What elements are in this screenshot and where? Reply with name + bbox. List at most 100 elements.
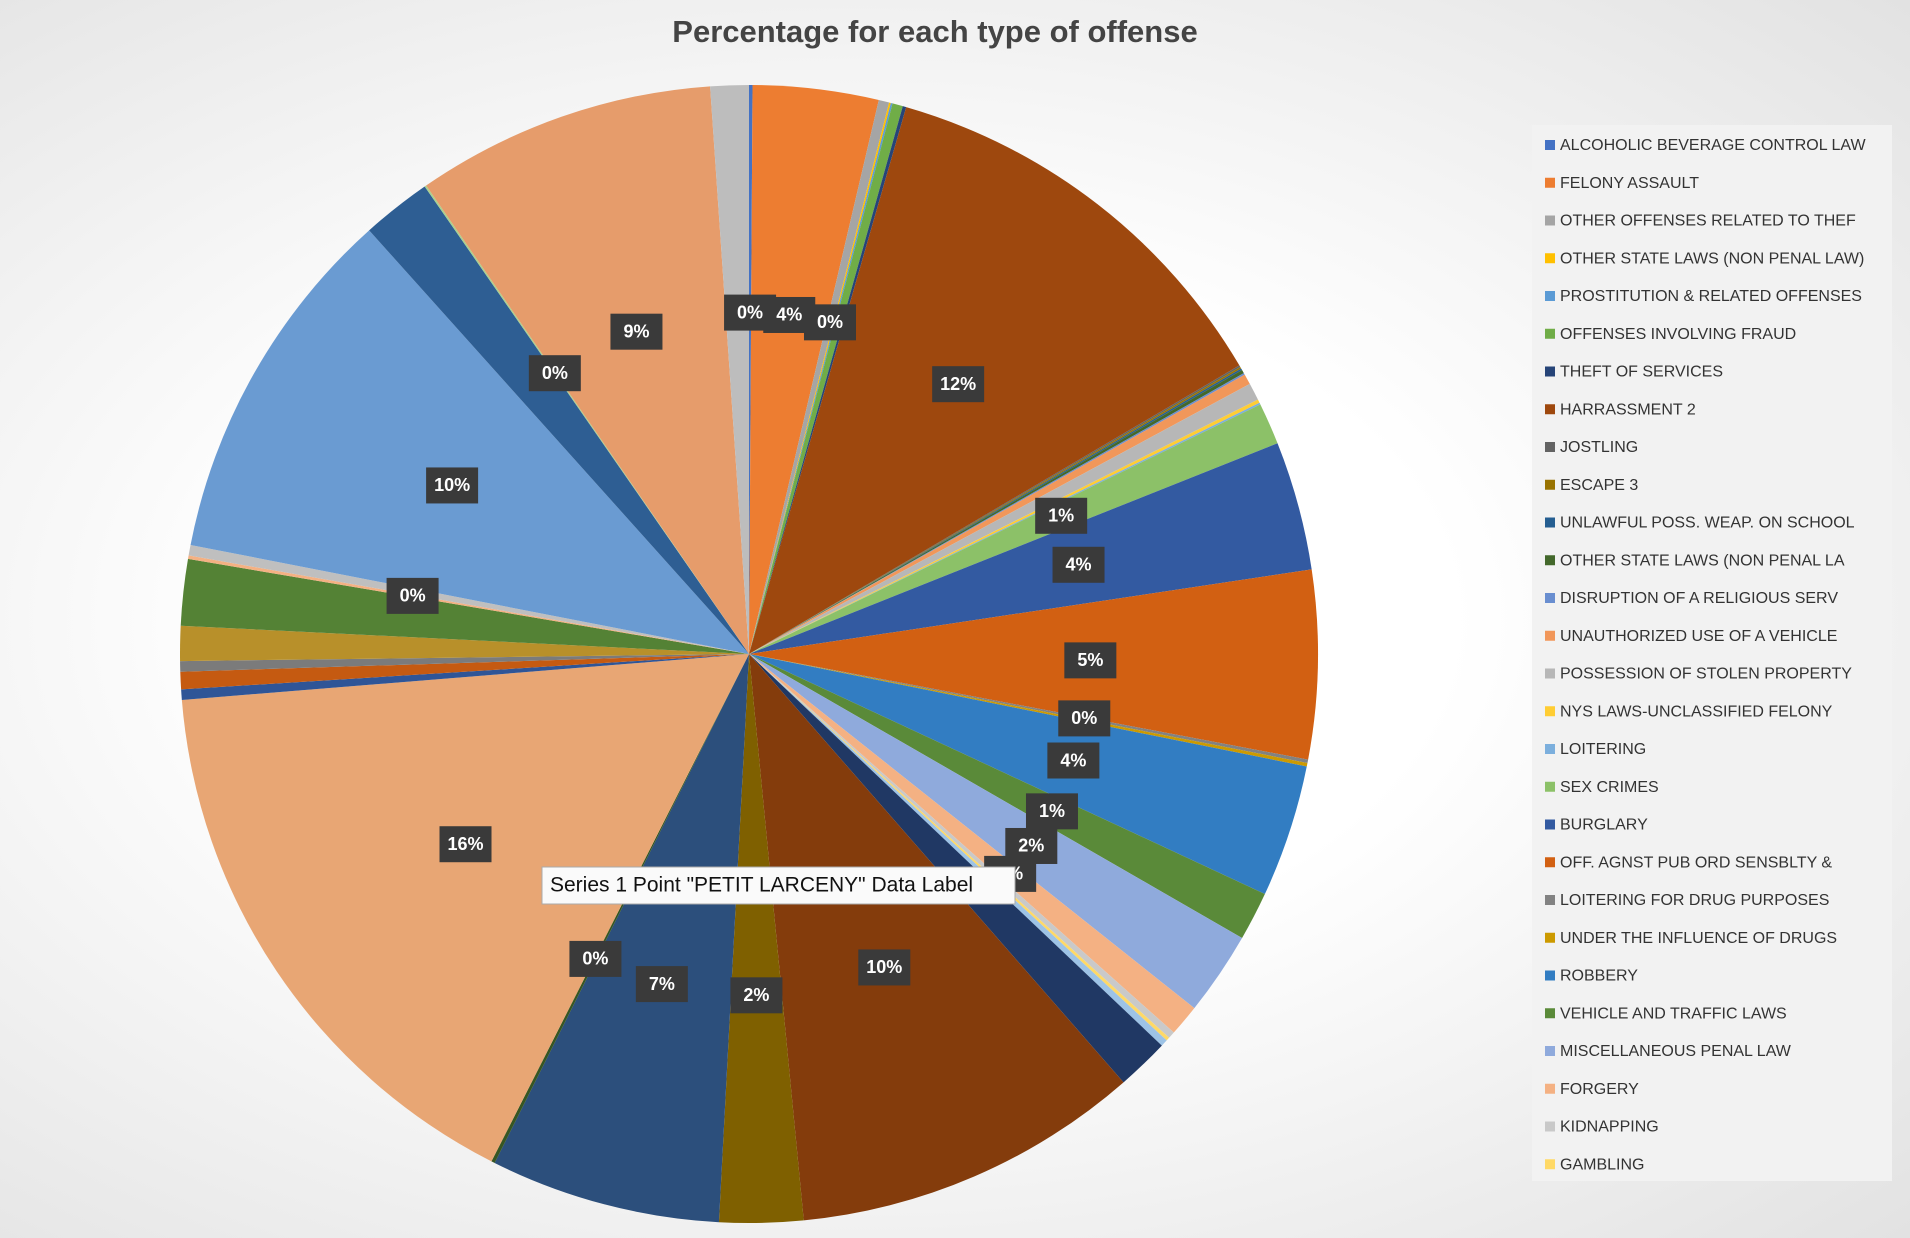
- legend-swatch: [1545, 177, 1555, 188]
- legend-label: OTHER STATE LAWS (NON PENAL LA: [1560, 552, 1845, 569]
- legend-swatch: [1545, 442, 1555, 452]
- pie-slice: [749, 654, 1170, 1041]
- legend-swatch: [1545, 253, 1555, 264]
- legend-label: UNAUTHORIZED USE OF A VEHICLE: [1560, 628, 1837, 645]
- data-label: 0%: [582, 949, 608, 969]
- pie-slice: [749, 102, 893, 655]
- pie-slice: [749, 654, 1167, 1046]
- pie-slice: [749, 368, 1243, 654]
- pie-slice: [749, 106, 907, 655]
- legend-label: FORGERY: [1560, 1081, 1639, 1098]
- legend-swatch: [1545, 781, 1555, 792]
- legend-swatch: [1545, 366, 1555, 377]
- pie-slice: [718, 654, 804, 1223]
- legend-label: UNDER THE INFLUENCE OF DRUGS: [1560, 930, 1837, 947]
- data-label-box: [1064, 642, 1117, 679]
- pie-slice: [749, 654, 1174, 1038]
- pie-slice: [749, 374, 1250, 654]
- data-label-box: [1058, 700, 1111, 737]
- pie-slice: [180, 654, 749, 672]
- pie-slice: [749, 654, 1265, 938]
- legend-swatch: [1545, 479, 1555, 490]
- legend-swatch: [1545, 932, 1555, 943]
- data-label: 10%: [866, 957, 902, 977]
- legend-swatch: [1545, 1083, 1555, 1094]
- pie-slice: [749, 102, 891, 655]
- legend-label: ESCAPE 3: [1560, 477, 1638, 494]
- data-label-box: [858, 949, 911, 986]
- data-label: 4%: [1066, 555, 1092, 575]
- pie-slice: [749, 107, 1240, 654]
- data-label-box: [635, 966, 688, 1003]
- data-label-box: [803, 304, 856, 341]
- legend-swatch: [1545, 630, 1555, 641]
- legend-swatch: [1545, 895, 1555, 905]
- legend-label: HARRASSMENT 2: [1560, 401, 1696, 418]
- data-label-box: [1035, 497, 1088, 534]
- pie-slice: [749, 654, 1307, 895]
- data-label: 9%: [623, 321, 649, 341]
- legend-swatch: [1545, 555, 1555, 566]
- pie-slice: [749, 404, 1278, 654]
- pie-slice: [749, 85, 753, 654]
- data-label: 0%: [737, 302, 763, 322]
- pie-slice: [426, 86, 749, 654]
- legend-label: BURGLARY: [1560, 817, 1648, 834]
- pie-slice: [188, 544, 749, 654]
- legend-swatch: [1545, 517, 1555, 528]
- tooltip-text: Series 1 Point "PETIT LARCENY" Data Labe…: [550, 874, 973, 897]
- data-label-box: [439, 826, 492, 863]
- pie-slice: [749, 365, 1241, 654]
- legend-swatch: [1545, 1046, 1555, 1056]
- data-label: 2%: [1018, 836, 1044, 856]
- pie-slice: [190, 230, 749, 654]
- data-label-box: [386, 577, 439, 614]
- legend-swatch: [1545, 593, 1555, 603]
- pie-slice: [749, 370, 1244, 654]
- legend-swatch: [1545, 970, 1555, 981]
- pie-slice: [749, 366, 1242, 654]
- data-label: 0%: [400, 586, 426, 606]
- pie-slice: [749, 85, 879, 655]
- pie-slice: [181, 654, 749, 700]
- legend-label: ALCOHOLIC BEVERAGE CONTROL LAW: [1560, 137, 1866, 154]
- pie-slice: [188, 555, 749, 654]
- pie-slice: [749, 654, 1308, 767]
- data-label-box: [730, 977, 783, 1014]
- data-label: 5%: [1077, 650, 1103, 670]
- data-label: 16%: [447, 834, 483, 854]
- pie-slice: [749, 569, 1318, 760]
- pie-slice: [749, 103, 903, 654]
- legend-label: OTHER STATE LAWS (NON PENAL LAW): [1560, 250, 1864, 267]
- legend-label: PROSTITUTION & RELATED OFFENSES: [1560, 288, 1862, 305]
- pie-slice: [180, 558, 749, 654]
- pie-slice: [749, 654, 1309, 764]
- legend-label: KIDNAPPING: [1560, 1119, 1659, 1136]
- legend-label: OTHER OFFENSES RELATED TO THEF: [1560, 213, 1856, 230]
- pie-slice: [369, 186, 749, 655]
- legend-label: VEHICLE AND TRAFFIC LAWS: [1560, 1005, 1787, 1022]
- legend-label: OFFENSES INVOLVING FRAUD: [1560, 326, 1796, 343]
- legend-label: POSSESSION OF STOLEN PROPERTY: [1560, 666, 1852, 683]
- pie-slice: [179, 625, 749, 662]
- chart-title: Percentage for each type of offense: [672, 14, 1197, 49]
- pie-slice: [749, 654, 1195, 1033]
- data-label-box: [569, 940, 622, 977]
- pie-slice: [749, 383, 1258, 654]
- legend-swatch: [1545, 744, 1555, 754]
- pie-slice: [749, 100, 890, 655]
- data-label: 1%: [1039, 801, 1065, 821]
- legend-label: JOSTLING: [1560, 439, 1638, 456]
- legend-box: [1532, 125, 1892, 1181]
- data-label: 0%: [817, 312, 843, 332]
- legend-swatch: [1545, 140, 1555, 150]
- pie-slice: [749, 399, 1260, 654]
- legend-label: LOITERING FOR DRUG PURPOSES: [1560, 892, 1829, 909]
- pie-slice: [749, 654, 1243, 1009]
- data-label: 10%: [434, 475, 470, 495]
- tooltip-box: [541, 866, 1016, 905]
- data-label-box: [426, 467, 479, 504]
- legend-label: DISRUPTION OF A RELIGIOUS SERV: [1560, 590, 1838, 607]
- data-label-box: [610, 313, 663, 350]
